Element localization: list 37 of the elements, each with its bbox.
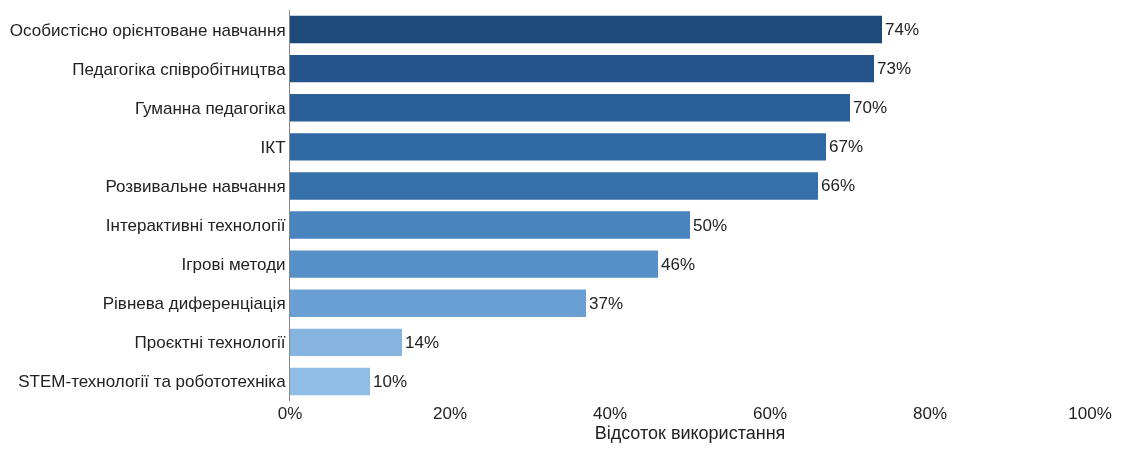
- y-tick-label: Ігрові методи: [181, 255, 286, 275]
- y-tick-label: STEM-технології та робототехніка: [18, 372, 287, 392]
- bar: [290, 15, 882, 44]
- bar: [290, 328, 402, 357]
- data-label: 37%: [589, 293, 624, 313]
- y-tick-label: Розвивальне навчання: [105, 176, 286, 196]
- bar: [290, 54, 874, 83]
- x-tick-label: 60%: [752, 404, 788, 423]
- data-label: 70%: [853, 98, 888, 118]
- y-tick-label: ІКТ: [260, 137, 286, 157]
- bar: [290, 289, 586, 317]
- x-tick-label: 80%: [912, 404, 948, 423]
- data-label: 46%: [661, 254, 696, 274]
- bar: [290, 133, 826, 161]
- x-axis-title: Відсоток використання: [594, 423, 786, 444]
- y-tick-label: Проєктні технології: [134, 333, 286, 353]
- x-tick-label: 40%: [592, 404, 628, 423]
- bar: [290, 211, 690, 239]
- y-tick-label: Особистісно орієнтоване навчання: [9, 20, 286, 40]
- bar: [290, 250, 658, 278]
- y-tick-label: Рівнева диференціація: [102, 294, 286, 314]
- data-label: 50%: [693, 215, 728, 235]
- data-label: 10%: [373, 371, 408, 391]
- data-label: 66%: [821, 176, 856, 196]
- bar: [290, 94, 850, 122]
- bar: [290, 367, 370, 396]
- y-tick-label: Педагогіка співробітництва: [72, 59, 287, 79]
- y-tick-label: Гуманна педагогіка: [134, 98, 287, 118]
- data-label: 73%: [877, 59, 912, 79]
- data-label: 14%: [405, 332, 440, 352]
- data-label: 74%: [885, 20, 920, 40]
- bar: [290, 172, 818, 200]
- x-tick-label: 0%: [277, 404, 303, 423]
- data-label: 67%: [829, 137, 864, 157]
- x-tick-label: 100%: [1068, 404, 1112, 423]
- x-tick-label: 20%: [432, 404, 468, 423]
- y-tick-label: Інтерактивні технології: [105, 216, 286, 235]
